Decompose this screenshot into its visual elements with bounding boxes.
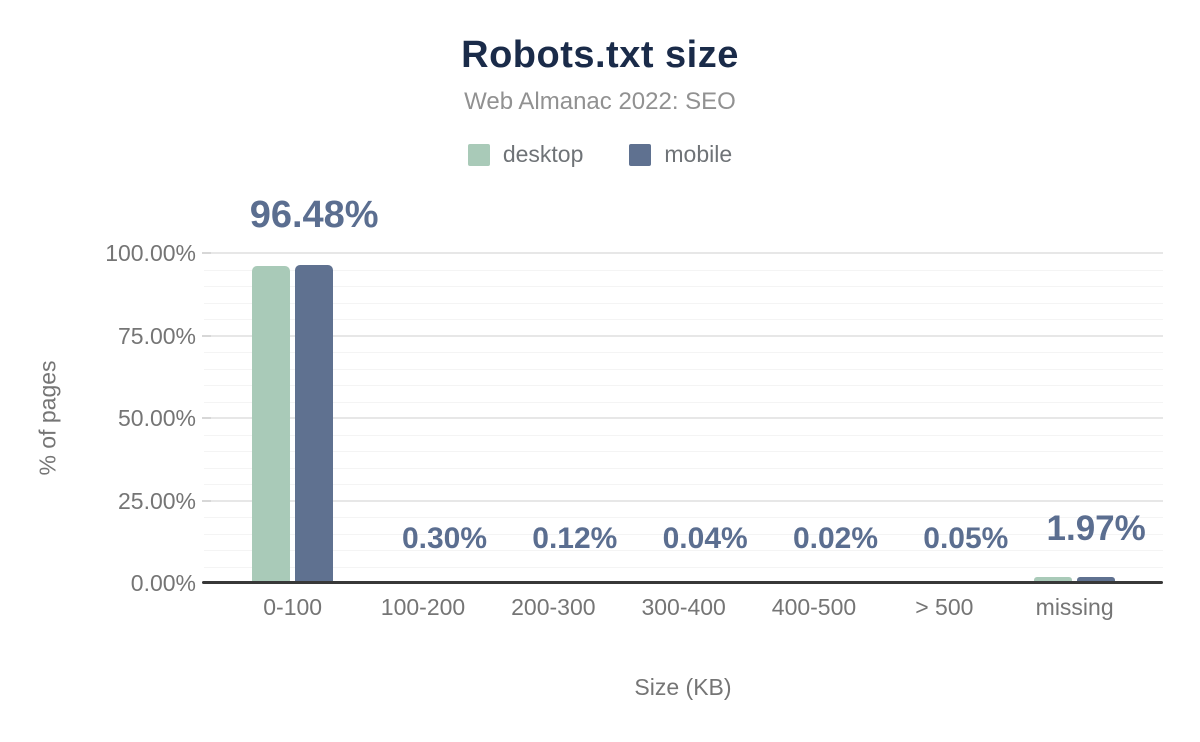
axis-tick [202,252,211,254]
legend-label: desktop [502,141,584,167]
gridline [204,334,1163,337]
x-tick-label-300-400: 300-400 [641,594,726,620]
gridline [204,517,1163,518]
y-tick-label: 25.00% [117,487,196,514]
gridline [204,417,1163,419]
x-tick-label-100-200: 100-200 [380,594,466,620]
data-label-missing: 1.97% [1046,509,1146,548]
data-label-400-500: 0.02% [792,522,879,555]
gridline [204,385,1163,386]
bar-desktop-0-100 [252,265,291,583]
bar-mobile-missing [1077,576,1116,583]
data-label-200-300: 0.12% [532,522,618,555]
x-axis-line [202,581,1163,584]
x-tick-label-400-500: 400-500 [771,594,857,620]
axis-tick [202,334,211,337]
y-tick-label: 0.00% [130,570,196,596]
legend-item-desktop: desktop [467,141,584,168]
gridline [204,269,1163,271]
gridline [204,401,1163,403]
bar-desktop-missing [1034,576,1073,583]
gridline [204,484,1163,485]
gridline [204,302,1163,304]
legend-item-mobile: mobile [629,141,732,168]
gridline [204,368,1163,370]
gridline [204,319,1163,320]
x-tick-label-200-300: 200-300 [511,594,596,620]
axis-tick [202,499,211,502]
legend-swatch-mobile [629,143,652,166]
x-tick-label-0-100: 0-100 [263,594,323,620]
gridline [204,352,1163,353]
plot-area: 96.48% 0.30% 0.12% 0.04% 0.02% 0.05% 1.97% 0-10… [202,194,1163,620]
gridline [204,434,1163,436]
gridline [204,286,1163,287]
x-tick-label-> 500: > 500 [915,594,974,620]
legend-swatch-desktop [467,143,490,166]
y-tick-label: 100.00% [105,240,196,266]
legend-label: mobile [664,141,733,167]
y-tick-label: 50.00% [117,405,196,431]
data-label-0-100: 96.48% [249,193,379,236]
data-label-> 500: 0.05% [923,522,1009,555]
gridline [204,252,1163,254]
chart-title: Robots.txt size [461,34,739,76]
gridline [204,533,1163,535]
bar-mobile-0-100 [295,264,334,583]
gridline [204,499,1163,502]
gridline [204,467,1163,469]
gridline [204,566,1163,568]
gridline [204,451,1163,452]
x-axis-title: Size (KB) [634,674,732,700]
chart-subtitle: Web Almanac 2022: SEO [464,88,736,115]
legend: desktop mobile [0,141,1200,168]
axis-tick [202,417,211,419]
data-label-100-200: 0.30% [401,522,488,555]
x-tick-label-missing: missing [1035,594,1114,620]
gridline [204,550,1163,551]
y-tick-label: 75.00% [117,322,196,349]
data-label-300-400: 0.04% [662,522,748,555]
